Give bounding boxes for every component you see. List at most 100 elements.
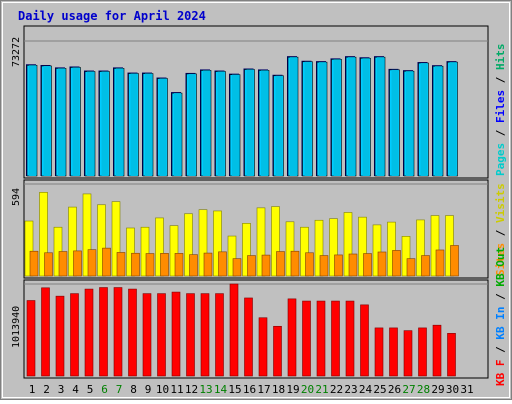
x-tick-label: 27 — [402, 383, 415, 396]
series-label-part: Pages — [494, 143, 507, 176]
bar-files — [217, 71, 225, 176]
x-tick-label: 19 — [286, 383, 299, 396]
chart-border-inner — [2, 2, 510, 398]
bar-files — [377, 57, 384, 176]
middle-bars — [24, 192, 459, 277]
bar-kbytes — [374, 327, 384, 377]
bar-sites — [174, 253, 184, 277]
series-label-part: / — [494, 287, 507, 307]
bar-visits — [343, 212, 353, 277]
bar-files — [72, 67, 80, 176]
bar-kbytes — [447, 333, 456, 377]
bar-sites — [160, 253, 169, 277]
x-tick-label: 13 — [199, 383, 212, 396]
bar-kbytes — [215, 293, 224, 377]
bar-kbytes — [99, 287, 108, 377]
bar-kbytes — [229, 283, 239, 377]
bar-kbytes — [84, 288, 94, 377]
bar-files — [145, 73, 152, 176]
bar-sites — [58, 251, 68, 277]
x-tick-label: 5 — [87, 383, 94, 396]
x-tick-label: 7 — [116, 383, 123, 396]
x-tick-label: 12 — [185, 383, 198, 396]
bar-visits — [256, 207, 266, 277]
bar-files — [130, 73, 138, 176]
bar-sites — [276, 251, 285, 277]
bar-visits — [314, 219, 324, 277]
x-axis-labels: 1 2 3 4 5 6 7 8 9 10 11 12 13 14 15 16 17 18 19 20 21 22 23 24 2… — [29, 383, 474, 396]
bar-files — [290, 57, 297, 176]
bar-files — [203, 70, 210, 176]
bar-sites — [247, 255, 256, 277]
series-label-part: / — [494, 70, 507, 90]
bar-sites — [73, 250, 82, 277]
series-label-part: KB F — [494, 360, 507, 387]
bar-kbytes — [55, 295, 65, 377]
bar-files — [304, 61, 312, 176]
bar-kbytes — [302, 300, 311, 377]
bar-sites — [116, 252, 126, 277]
bar-files — [246, 69, 254, 176]
bar-sites — [406, 258, 416, 277]
bar-visits — [140, 226, 150, 277]
x-tick-label: 11 — [170, 383, 183, 396]
bar-visits — [300, 226, 309, 277]
x-tick-label: 14 — [214, 383, 228, 396]
bar-sites — [87, 249, 97, 277]
bar-sites — [189, 254, 198, 277]
bar-kbytes — [244, 297, 253, 377]
series-label-part: Sites — [494, 243, 507, 276]
x-tick-label: 31 — [460, 383, 473, 396]
x-tick-label: 16 — [243, 383, 256, 396]
x-tick-label: 29 — [431, 383, 444, 396]
bar-files — [275, 75, 283, 176]
bar-sites — [435, 249, 445, 277]
bar-visits — [358, 216, 367, 277]
x-tick-label: 21 — [315, 383, 328, 396]
middle-max-label: 594 — [11, 188, 22, 206]
bar-kbytes — [345, 300, 355, 377]
bar-visits — [372, 224, 382, 277]
bar-files — [116, 68, 123, 176]
bar-visits — [82, 193, 92, 277]
bar-kbytes — [142, 293, 152, 377]
x-tick-label: 30 — [446, 383, 459, 396]
bar-files — [391, 69, 399, 176]
series-label-part: KB In — [494, 307, 507, 340]
bar-files — [435, 66, 442, 176]
series-label-part: / — [494, 340, 507, 360]
bar-kbytes — [157, 293, 166, 377]
x-tick-label: 8 — [130, 383, 137, 396]
bar-sites — [348, 253, 358, 277]
middle-series-label: Sites / Visits — [494, 183, 507, 276]
x-tick-label: 4 — [72, 383, 79, 396]
top-max-label: 73272 — [11, 37, 22, 67]
bar-files — [58, 68, 65, 176]
bar-visits — [126, 227, 135, 277]
bar-sites — [334, 254, 343, 277]
series-label-part: KB Out — [494, 247, 507, 287]
bar-kbytes — [432, 324, 442, 377]
bottom-bars — [26, 283, 456, 377]
bottom-max-label: 1013940 — [11, 306, 22, 348]
x-tick-label: 22 — [330, 383, 343, 396]
bar-sites — [29, 250, 39, 277]
bar-kbytes — [389, 327, 398, 377]
top-bars — [26, 56, 458, 177]
series-label-part: / — [494, 123, 507, 143]
x-tick-label: 2 — [43, 383, 50, 396]
bar-files — [174, 93, 181, 176]
bar-sites — [421, 255, 430, 277]
x-tick-label: 3 — [58, 383, 65, 396]
bar-sites — [319, 255, 329, 277]
x-tick-label: 24 — [359, 383, 373, 396]
bar-kbytes — [331, 300, 340, 377]
bar-files — [348, 57, 355, 176]
bar-sites — [145, 253, 155, 277]
bar-visits — [68, 206, 77, 277]
bar-visits — [155, 217, 164, 277]
bar-kbytes — [403, 330, 413, 377]
series-label-part: Files — [494, 90, 507, 123]
